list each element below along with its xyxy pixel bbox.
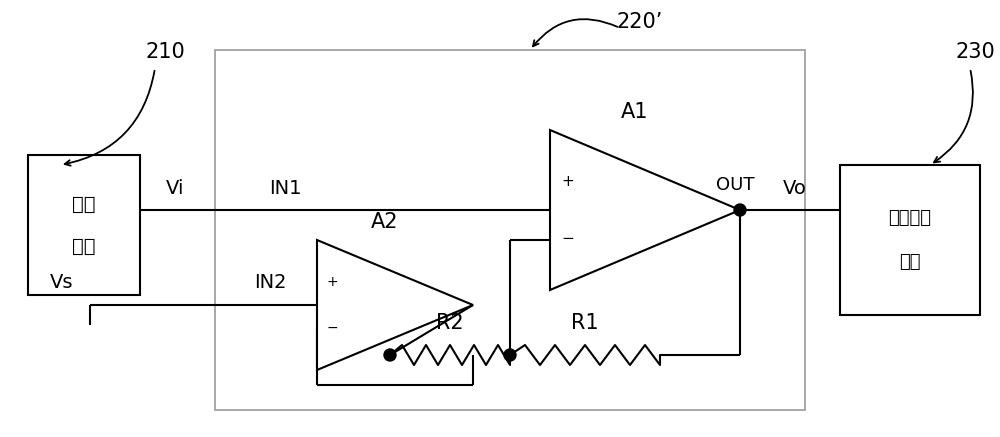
Text: 模块: 模块	[72, 236, 96, 256]
Text: +: +	[326, 275, 338, 289]
Text: −: −	[562, 231, 574, 246]
Text: A1: A1	[621, 102, 649, 122]
Text: 模数转换: 模数转换	[889, 208, 932, 226]
Text: A2: A2	[371, 212, 399, 232]
Bar	[215, 50, 805, 410]
Text: OUT: OUT	[716, 176, 754, 194]
Text: −: −	[326, 321, 338, 335]
Text: R1: R1	[571, 313, 599, 333]
Bar	[28, 155, 140, 295]
Text: Vi: Vi	[166, 178, 184, 198]
Circle shape	[504, 349, 516, 361]
Text: R2: R2	[436, 313, 464, 333]
Circle shape	[734, 204, 746, 216]
Polygon shape	[550, 130, 740, 290]
Text: 220’: 220’	[617, 12, 663, 32]
Polygon shape	[317, 240, 473, 370]
Text: 230: 230	[955, 42, 995, 62]
Text: Vo: Vo	[783, 178, 807, 198]
Text: IN1: IN1	[269, 178, 301, 198]
Text: Vs: Vs	[50, 274, 74, 292]
Text: 检测: 检测	[72, 194, 96, 214]
Text: 210: 210	[145, 42, 185, 62]
Text: +: +	[562, 174, 574, 189]
Text: IN2: IN2	[254, 274, 286, 292]
Circle shape	[384, 349, 396, 361]
Text: 模块: 模块	[899, 253, 921, 271]
Bar	[840, 165, 980, 315]
